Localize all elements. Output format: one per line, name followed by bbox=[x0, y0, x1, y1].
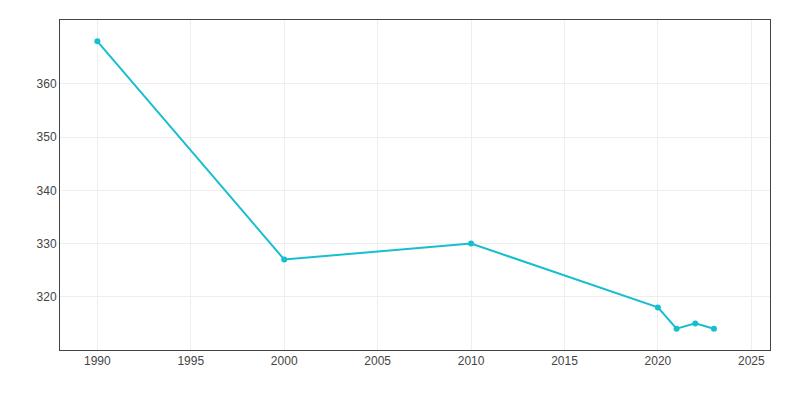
svg-text:330: 330 bbox=[37, 237, 57, 251]
svg-text:2005: 2005 bbox=[364, 354, 391, 368]
svg-text:1995: 1995 bbox=[177, 354, 204, 368]
svg-text:2000: 2000 bbox=[271, 354, 298, 368]
svg-text:340: 340 bbox=[37, 184, 57, 198]
svg-text:320: 320 bbox=[37, 290, 57, 304]
svg-text:2020: 2020 bbox=[645, 354, 672, 368]
svg-text:2025: 2025 bbox=[738, 354, 765, 368]
svg-text:2015: 2015 bbox=[551, 354, 578, 368]
svg-text:1990: 1990 bbox=[84, 354, 111, 368]
svg-text:350: 350 bbox=[37, 130, 57, 144]
svg-text:2010: 2010 bbox=[458, 354, 485, 368]
svg-text:360: 360 bbox=[37, 77, 57, 91]
